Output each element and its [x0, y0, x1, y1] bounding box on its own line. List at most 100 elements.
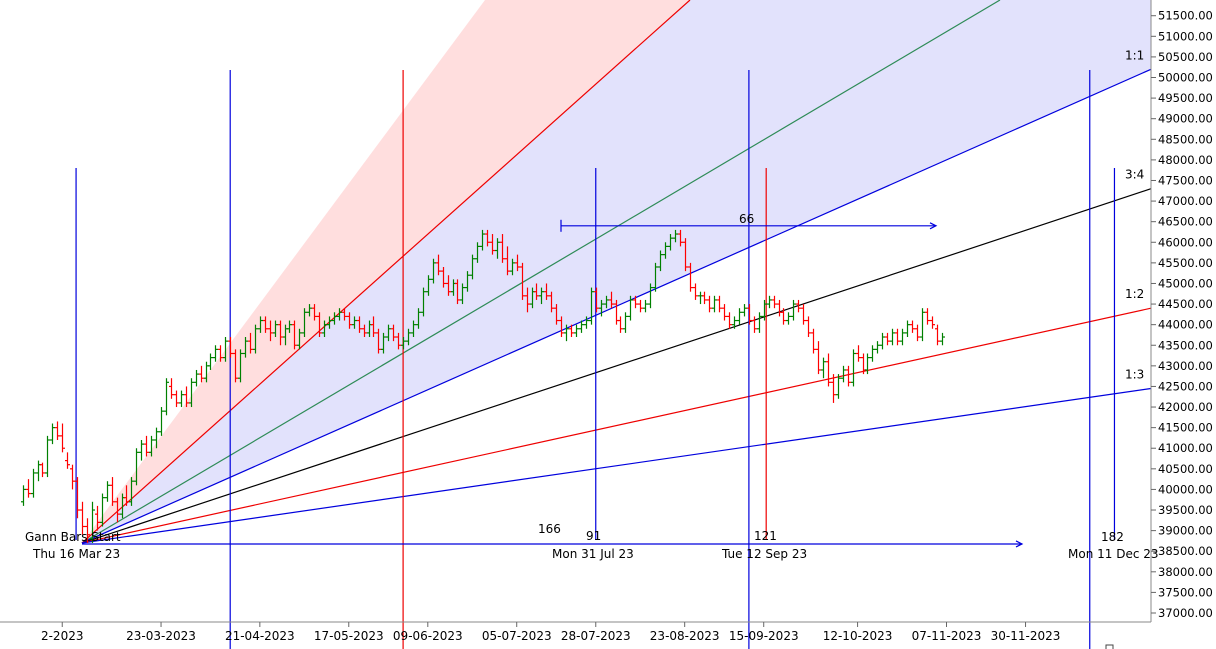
ohlc-bar: [115, 497, 120, 523]
ohlc-bar: [559, 316, 564, 338]
ohlc-bar: [169, 378, 174, 399]
ohlc-bar: [436, 254, 441, 276]
count-66-label: 66: [739, 212, 754, 226]
ohlc-bar: [757, 312, 762, 333]
y-tick-label: 40000.00: [1158, 482, 1213, 496]
ohlc-bar: [357, 316, 362, 333]
ohlc-bar: [75, 477, 80, 519]
y-tick-label: 38000.00: [1158, 565, 1213, 579]
y-tick-label: 49000.00: [1158, 112, 1213, 126]
x-tick: 12-10-2023: [823, 622, 893, 643]
ohlc-bar: [564, 324, 569, 342]
axis-corner-marker: [1105, 644, 1114, 649]
ohlc-bar: [663, 242, 668, 259]
y-tick-label: 40500.00: [1158, 462, 1213, 476]
ohlc-bar: [455, 279, 460, 305]
ohlc-bar: [515, 254, 520, 272]
ohlc-bar: [426, 275, 431, 296]
y-tick: 51500.00: [1151, 9, 1213, 23]
ohlc-bar: [727, 312, 732, 329]
gann-angle-label: 1:2: [1125, 287, 1144, 301]
ohlc-bar: [347, 312, 352, 329]
x-tick: 05-07-2023: [482, 622, 552, 643]
y-tick-label: 39500.00: [1158, 503, 1213, 517]
y-tick: 38500.00: [1151, 544, 1213, 558]
ohlc-bar: [26, 479, 31, 498]
ohlc-bar: [609, 291, 614, 309]
ohlc-bar: [831, 374, 836, 403]
ohlc-bar: [70, 464, 75, 490]
ohlc-bar: [406, 328, 411, 346]
y-tick: 46000.00: [1151, 235, 1213, 249]
ohlc-bar: [732, 316, 737, 329]
x-tick-label: 23-08-2023: [650, 629, 720, 643]
x-tick-label: 30-11-2023: [991, 629, 1061, 643]
ohlc-bar: [930, 316, 935, 329]
ohlc-bar: [159, 407, 164, 436]
ohlc-bar: [668, 234, 673, 251]
ohlc-bar: [618, 316, 623, 333]
ohlc-bar: [811, 328, 816, 354]
ohlc-bar: [322, 320, 327, 338]
ohlc-bar: [534, 283, 539, 300]
y-tick: 48000.00: [1151, 153, 1213, 167]
x-tick: 07-11-2023: [912, 622, 981, 643]
ohlc-bar: [940, 332, 945, 346]
y-tick: 51000.00: [1151, 29, 1213, 43]
y-tick-label: 50000.00: [1158, 71, 1213, 85]
y-tick-label: 37500.00: [1158, 585, 1213, 599]
ohlc-bar: [495, 238, 500, 259]
ohlc-bar: [722, 304, 727, 321]
ohlc-bar: [846, 365, 851, 387]
y-tick-label: 47000.00: [1158, 194, 1213, 208]
ohlc-bar: [174, 390, 179, 408]
y-tick-label: 42500.00: [1158, 379, 1213, 393]
y-tick-label: 46500.00: [1158, 215, 1213, 229]
y-tick: 47000.00: [1151, 194, 1213, 208]
ohlc-bar: [248, 332, 253, 354]
y-tick-label: 41500.00: [1158, 421, 1213, 435]
x-tick: 15-09-2023: [729, 622, 799, 643]
y-axis: 51500.00 51000.00 50500.00 50000.00 49500.00…: [1151, 9, 1213, 620]
ohlc-bar: [441, 266, 446, 288]
ohlc-bar: [154, 427, 159, 449]
ohlc-bar: [327, 316, 332, 329]
ohlc-bar: [539, 287, 544, 305]
date-182-label: Mon 11 Dec 23: [1068, 547, 1159, 561]
ohlc-bar: [717, 295, 722, 313]
ohlc-bar: [337, 308, 342, 321]
ohlc-bar: [841, 365, 846, 383]
ohlc-bar: [287, 320, 292, 333]
ohlc-bar: [648, 283, 653, 309]
y-tick: 42000.00: [1151, 400, 1213, 414]
ohlc-bar: [836, 374, 841, 399]
y-tick: 43500.00: [1151, 338, 1213, 352]
x-tick-label: 15-09-2023: [729, 629, 799, 643]
cycle-vertical-lines: [75, 70, 1116, 649]
y-tick-label: 41000.00: [1158, 441, 1213, 455]
y-tick-label: 44000.00: [1158, 318, 1213, 332]
count-66-measure-line-arrowhead: [929, 222, 938, 230]
ohlc-bar: [460, 283, 465, 305]
ohlc-bar: [915, 324, 920, 342]
ohlc-bar: [446, 275, 451, 296]
y-tick-label: 51000.00: [1158, 29, 1213, 43]
ohlc-bar: [213, 345, 218, 362]
ohlc-bar: [149, 435, 154, 457]
x-tick: 28-07-2023: [561, 622, 631, 643]
ohlc-bar: [604, 295, 609, 309]
x-axis: 2-2023 23-03-2023 21-04-2023 17-05-2023 09-0…: [41, 622, 1060, 643]
date-91-label: Mon 31 Jul 23: [552, 547, 634, 561]
y-tick: 47500.00: [1151, 173, 1213, 187]
ohlc-bar: [579, 320, 584, 333]
ohlc-bar: [791, 299, 796, 321]
y-tick-label: 44500.00: [1158, 297, 1213, 311]
ohlc-bar: [45, 435, 50, 478]
y-tick: 45500.00: [1151, 256, 1213, 270]
y-tick: 41000.00: [1151, 441, 1213, 455]
y-tick-label: 49500.00: [1158, 91, 1213, 105]
ohlc-bar: [900, 328, 905, 346]
ohlc-bar: [653, 262, 658, 292]
x-tick-label: 12-10-2023: [823, 629, 893, 643]
